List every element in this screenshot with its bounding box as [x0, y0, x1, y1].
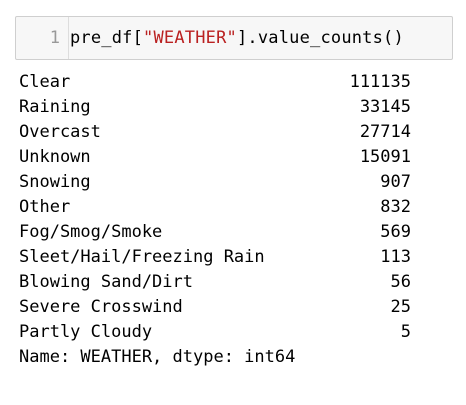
output-row: Partly Cloudy 5: [19, 320, 419, 345]
row-label: Overcast: [19, 122, 101, 142]
cell-output: Clear 111135 Raining 33145 Overcast 2771…: [19, 70, 419, 370]
row-label: Other: [19, 197, 71, 217]
row-value: 832: [380, 197, 411, 217]
row-label: Sleet/Hail/Freezing Rain: [19, 247, 265, 267]
output-row: Snowing 907: [19, 170, 419, 195]
row-value: 113: [380, 247, 411, 267]
row-label: Unknown: [19, 147, 91, 167]
row-label: Snowing: [19, 172, 91, 192]
gutter-separator: [68, 17, 69, 59]
row-value: 907: [380, 172, 411, 192]
output-footer: Name: WEATHER, dtype: int64: [19, 347, 296, 367]
row-label: Fog/Smog/Smoke: [19, 222, 163, 242]
output-row: Clear 111135: [19, 70, 419, 95]
output-row: Other 832: [19, 195, 419, 220]
line-number: 1: [49, 28, 60, 48]
row-value: 56: [390, 272, 411, 292]
row-value: 27714: [359, 122, 411, 142]
output-row: Severe Crosswind 25: [19, 295, 419, 320]
row-value: 569: [380, 222, 411, 242]
row-value: 25: [390, 297, 411, 317]
row-value: 111135: [349, 72, 411, 92]
output-row: Fog/Smog/Smoke 569: [19, 220, 419, 245]
code-line[interactable]: pre_df["WEATHER"].value_counts(): [70, 17, 404, 59]
code-string-literal: "WEATHER": [143, 28, 237, 48]
output-row: Blowing Sand/Dirt 56: [19, 270, 419, 295]
code-suffix: ].value_counts(): [236, 28, 404, 48]
output-row: Sleet/Hail/Freezing Rain 113: [19, 245, 419, 270]
row-label: Blowing Sand/Dirt: [19, 272, 193, 292]
output-row: Raining 33145: [19, 95, 419, 120]
code-cell-input[interactable]: 1 pre_df["WEATHER"].value_counts(): [15, 16, 453, 60]
output-row: Unknown 15091: [19, 145, 419, 170]
row-value: 15091: [359, 147, 411, 167]
output-row: Overcast 27714: [19, 120, 419, 145]
row-value: 5: [400, 322, 411, 342]
code-prefix: pre_df[: [70, 28, 144, 48]
row-value: 33145: [359, 97, 411, 117]
row-label: Severe Crosswind: [19, 297, 183, 317]
row-label: Partly Cloudy: [19, 322, 153, 342]
row-label: Raining: [19, 97, 91, 117]
row-label: Clear: [19, 72, 71, 92]
